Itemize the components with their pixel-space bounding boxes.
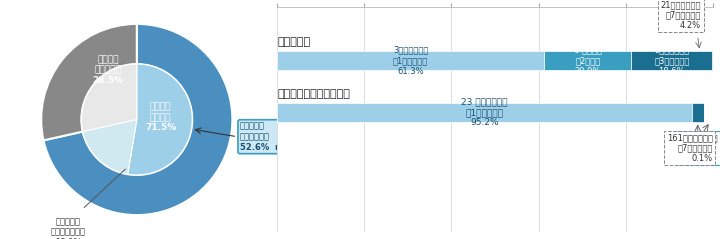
Text: 【飲料水】: 【飲料水】 <box>277 37 310 47</box>
Wedge shape <box>83 120 137 174</box>
Wedge shape <box>41 24 137 140</box>
Text: 「水量」を
把握している
52.6%  n=789: 「水量」を 把握している 52.6% n=789 <box>240 122 305 152</box>
Text: 【飲料水　＋　生活水】: 【飲料水 ＋ 生活水】 <box>277 89 350 99</box>
Text: 69リットル以上
（3日分以上）
2.7%: 69リットル以上 （3日分以上） 2.7% <box>678 133 718 163</box>
Text: 3リットル以下
（1日分以下）
61.3%: 3リットル以下 （1日分以下） 61.3% <box>393 46 428 76</box>
Bar <box>692 103 703 122</box>
Bar <box>631 51 712 70</box>
Text: 161リットル以上
（7日分以上）
0.1%: 161リットル以上 （7日分以上） 0.1% <box>667 133 713 163</box>
Text: 「水量」は
把握していない
18.9%: 「水量」は 把握していない 18.9% <box>50 217 86 239</box>
Text: 水を備蓄
していない
28.5%: 水を備蓄 していない 28.5% <box>93 55 124 85</box>
Bar <box>544 51 631 70</box>
Text: 23 リットル以下
（1日分以下）
95.2%: 23 リットル以下 （1日分以下） 95.2% <box>462 98 508 127</box>
Bar <box>277 51 544 70</box>
Wedge shape <box>127 64 192 175</box>
Wedge shape <box>81 64 137 132</box>
Text: 水を備蓄
している
71.5%: 水を備蓄 している 71.5% <box>145 103 176 132</box>
Bar <box>277 103 692 122</box>
Text: 6 リットル
（2日分）
20.0%: 6 リットル （2日分） 20.0% <box>574 46 602 76</box>
Wedge shape <box>43 24 233 215</box>
Text: 9リットル以上
（3日分以上）
18.6%: 9リットル以上 （3日分以上） 18.6% <box>654 46 690 76</box>
Text: 21リットル以上
（7日分以上）
4.2%: 21リットル以上 （7日分以上） 4.2% <box>660 0 701 30</box>
